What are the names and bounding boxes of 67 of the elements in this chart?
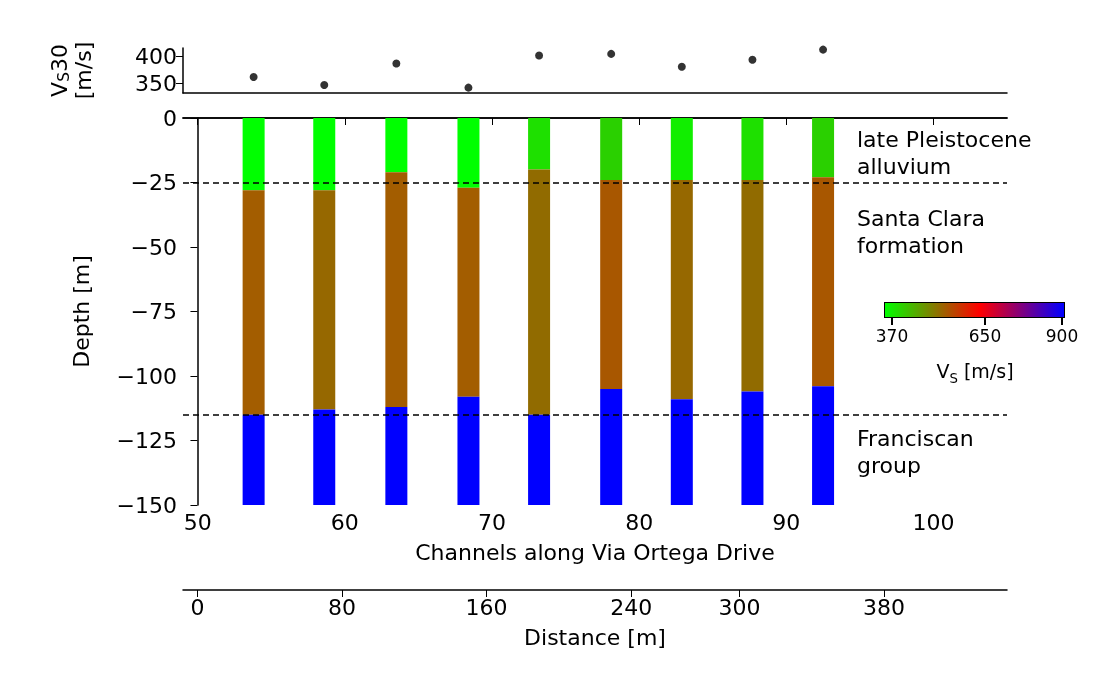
bar xyxy=(812,177,835,387)
x2-tick-label: 300 xyxy=(718,594,761,620)
bar xyxy=(242,414,265,505)
y-tick-label: −25 xyxy=(130,170,177,195)
point xyxy=(607,49,616,58)
annotation: late Pleistocene alluvium xyxy=(857,127,1032,179)
y-tick-label: −50 xyxy=(130,234,177,260)
x2-tick-label: 380 xyxy=(863,594,906,620)
point xyxy=(320,80,329,89)
bar xyxy=(600,388,623,505)
y-tick-label: −150 xyxy=(116,492,177,518)
bar xyxy=(457,118,480,188)
x2-tick-label: 160 xyxy=(465,594,508,620)
bar xyxy=(812,118,835,178)
text: 900 xyxy=(1045,326,1079,346)
bar xyxy=(242,190,265,415)
annotation: 370 xyxy=(875,326,909,346)
bar xyxy=(600,179,623,389)
bar xyxy=(528,414,551,505)
y-axis-title: Depth [m] xyxy=(68,255,94,368)
x2-axis-title: Distance [m] xyxy=(524,624,666,650)
x-tick-label: 60 xyxy=(330,509,359,535)
x2-tick-label: 0 xyxy=(190,594,205,620)
bar xyxy=(741,118,764,180)
point xyxy=(677,62,686,71)
annotation: V$_{S}$ [m/s] xyxy=(936,360,1014,386)
bar xyxy=(242,118,265,191)
annotation: Franciscan group xyxy=(857,426,974,478)
point xyxy=(748,55,757,64)
bar xyxy=(313,190,336,410)
y-tick-label: −125 xyxy=(116,428,177,453)
bar xyxy=(457,396,480,505)
bar xyxy=(313,118,336,191)
y-tick-label: −100 xyxy=(116,363,177,389)
y-tick-label: 0 xyxy=(163,105,177,131)
annotation: 650 xyxy=(968,326,1002,346)
x2-tick-label: 240 xyxy=(610,594,653,620)
bar xyxy=(812,386,835,505)
x-tick-label: 90 xyxy=(772,509,801,535)
point xyxy=(535,51,544,60)
bar xyxy=(670,179,693,400)
y-tick-label: −75 xyxy=(130,299,177,324)
bar xyxy=(670,399,693,505)
bar xyxy=(385,406,408,505)
bar xyxy=(385,118,408,173)
annotation: Santa Clara formation xyxy=(857,206,985,258)
bar xyxy=(670,118,693,180)
bar xyxy=(741,391,764,505)
y-tick-label: 350 xyxy=(135,70,177,96)
bar xyxy=(313,409,336,505)
y-tick-label: 400 xyxy=(135,44,177,70)
bar xyxy=(457,187,480,397)
x2-tick-label: 80 xyxy=(328,594,357,620)
x-tick-label: 70 xyxy=(478,509,506,535)
x-tick-label: 50 xyxy=(183,509,212,535)
x-tick-label: 100 xyxy=(912,509,955,535)
point xyxy=(464,83,473,92)
point xyxy=(249,72,258,81)
bar xyxy=(741,179,764,392)
bar xyxy=(528,169,551,415)
bar xyxy=(528,118,551,170)
x-axis-title: Channels along Via Ortega Drive xyxy=(415,539,775,565)
x-tick-label: 80 xyxy=(625,509,654,535)
bar xyxy=(600,118,623,180)
bar xyxy=(385,172,408,407)
point xyxy=(819,45,828,54)
point xyxy=(392,59,401,68)
